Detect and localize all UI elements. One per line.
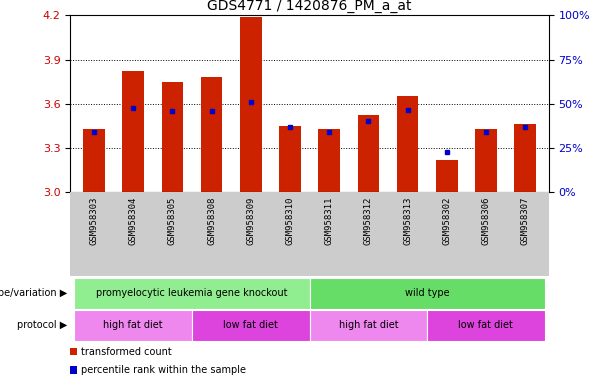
Bar <box>201 77 223 192</box>
Text: promyelocytic leukemia gene knockout: promyelocytic leukemia gene knockout <box>96 288 287 298</box>
Text: GSM958302: GSM958302 <box>442 196 451 245</box>
Bar <box>310 278 545 309</box>
Text: low fat diet: low fat diet <box>459 320 513 330</box>
Bar <box>357 116 379 192</box>
Text: high fat diet: high fat diet <box>104 320 163 330</box>
Bar <box>427 310 545 341</box>
Bar <box>70 348 77 355</box>
Text: wild type: wild type <box>405 288 449 298</box>
Text: GSM958312: GSM958312 <box>364 196 373 245</box>
Text: percentile rank within the sample: percentile rank within the sample <box>80 365 246 375</box>
Text: GSM958307: GSM958307 <box>520 196 530 245</box>
Title: GDS4771 / 1420876_PM_a_at: GDS4771 / 1420876_PM_a_at <box>207 0 412 13</box>
Bar <box>74 278 310 309</box>
Bar <box>318 129 340 192</box>
Bar <box>310 310 427 341</box>
Text: genotype/variation ▶: genotype/variation ▶ <box>0 288 67 298</box>
Bar <box>436 160 457 192</box>
Bar <box>70 366 77 374</box>
Bar <box>514 124 536 192</box>
Text: GSM958304: GSM958304 <box>129 196 138 245</box>
Text: GSM958311: GSM958311 <box>325 196 333 245</box>
Text: high fat diet: high fat diet <box>338 320 398 330</box>
Bar <box>240 17 262 192</box>
Bar <box>475 129 497 192</box>
Text: GSM958313: GSM958313 <box>403 196 412 245</box>
Text: low fat diet: low fat diet <box>223 320 278 330</box>
Bar <box>279 126 301 192</box>
Bar <box>74 310 192 341</box>
Bar <box>162 82 183 192</box>
Bar <box>83 129 105 192</box>
Bar <box>397 96 418 192</box>
Text: GSM958305: GSM958305 <box>168 196 177 245</box>
Text: GSM958308: GSM958308 <box>207 196 216 245</box>
Bar <box>123 71 144 192</box>
Text: protocol ▶: protocol ▶ <box>17 320 67 330</box>
Text: GSM958310: GSM958310 <box>286 196 294 245</box>
Text: GSM958306: GSM958306 <box>481 196 490 245</box>
Text: GSM958303: GSM958303 <box>89 196 99 245</box>
Text: GSM958309: GSM958309 <box>246 196 255 245</box>
Text: transformed count: transformed count <box>80 347 171 357</box>
Bar <box>192 310 310 341</box>
